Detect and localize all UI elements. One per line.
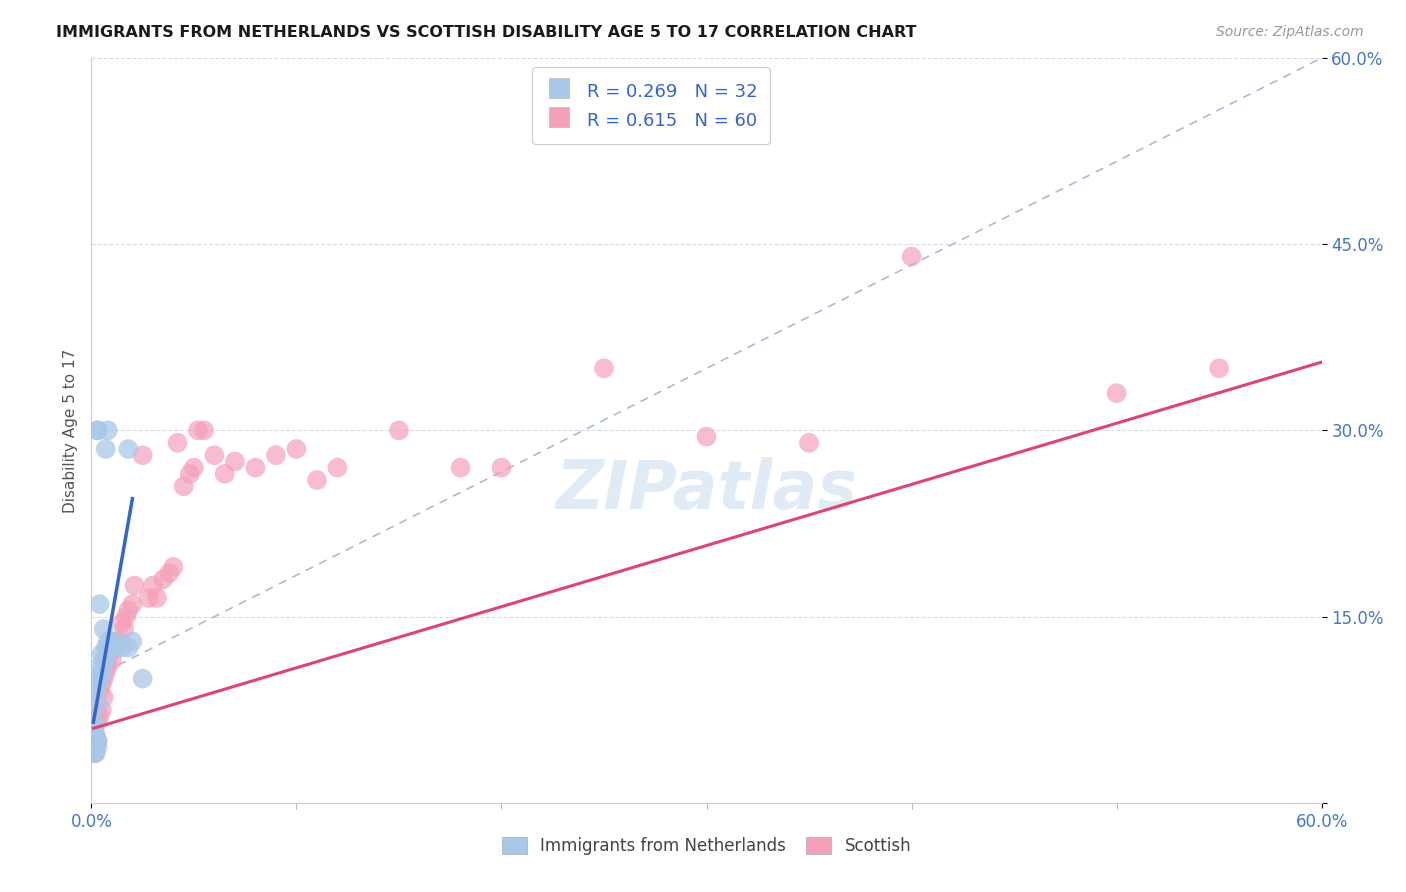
- Point: [193, 424, 215, 438]
- Point: [245, 460, 267, 475]
- Point: [264, 448, 287, 462]
- Point: [94, 640, 117, 655]
- Point: [90, 703, 112, 717]
- Point: [86, 697, 108, 711]
- Point: [112, 622, 135, 636]
- Text: Source: ZipAtlas.com: Source: ZipAtlas.com: [1216, 25, 1364, 39]
- Point: [305, 473, 328, 487]
- Point: [695, 429, 717, 443]
- Point: [179, 467, 201, 481]
- Point: [121, 634, 143, 648]
- Point: [285, 442, 308, 456]
- Point: [86, 733, 108, 747]
- Point: [84, 684, 107, 698]
- Point: [491, 460, 513, 475]
- Point: [98, 647, 121, 661]
- Point: [111, 615, 134, 630]
- Point: [797, 435, 820, 450]
- Point: [93, 653, 115, 667]
- Text: ZIPatlas: ZIPatlas: [555, 457, 858, 523]
- Point: [117, 603, 139, 617]
- Point: [138, 591, 160, 605]
- Point: [84, 746, 107, 760]
- Point: [84, 727, 107, 741]
- Point: [449, 460, 471, 475]
- Point: [90, 647, 112, 661]
- Point: [89, 659, 111, 673]
- Point: [97, 659, 120, 673]
- Point: [86, 678, 108, 692]
- Point: [97, 424, 120, 438]
- Point: [1105, 386, 1128, 401]
- Point: [183, 460, 205, 475]
- Point: [82, 746, 104, 760]
- Point: [117, 640, 139, 655]
- Point: [89, 597, 111, 611]
- Point: [84, 715, 107, 730]
- Point: [108, 634, 131, 648]
- Legend: Immigrants from Netherlands, Scottish: Immigrants from Netherlands, Scottish: [495, 830, 918, 862]
- Point: [166, 435, 188, 450]
- Point: [84, 727, 107, 741]
- Point: [93, 622, 115, 636]
- Point: [86, 733, 108, 747]
- Point: [388, 424, 411, 438]
- Point: [82, 746, 104, 760]
- Point: [111, 640, 134, 655]
- Point: [157, 566, 180, 581]
- Point: [103, 634, 125, 648]
- Point: [90, 665, 112, 680]
- Point: [105, 634, 127, 648]
- Point: [117, 442, 139, 456]
- Point: [94, 653, 117, 667]
- Point: [131, 672, 153, 686]
- Point: [142, 578, 165, 592]
- Point: [101, 653, 124, 667]
- Point: [326, 460, 349, 475]
- Point: [86, 424, 108, 438]
- Point: [86, 424, 108, 438]
- Point: [82, 733, 104, 747]
- Point: [187, 424, 209, 438]
- Point: [214, 467, 236, 481]
- Point: [89, 684, 111, 698]
- Point: [82, 721, 104, 735]
- Point: [101, 640, 124, 655]
- Point: [121, 597, 143, 611]
- Point: [115, 609, 138, 624]
- Point: [162, 560, 184, 574]
- Point: [86, 715, 108, 730]
- Point: [152, 573, 174, 587]
- Point: [224, 454, 246, 468]
- Point: [93, 672, 115, 686]
- Point: [105, 640, 127, 655]
- Point: [94, 665, 117, 680]
- Point: [89, 672, 111, 686]
- Point: [94, 442, 117, 456]
- Point: [173, 479, 195, 493]
- Point: [84, 746, 107, 760]
- Point: [86, 739, 108, 754]
- Point: [82, 727, 104, 741]
- Point: [89, 709, 111, 723]
- Point: [93, 690, 115, 705]
- Point: [900, 250, 922, 264]
- Point: [94, 653, 117, 667]
- Point: [107, 634, 129, 648]
- Point: [84, 715, 107, 730]
- Point: [146, 591, 169, 605]
- Y-axis label: Disability Age 5 to 17: Disability Age 5 to 17: [62, 348, 77, 513]
- Point: [1208, 361, 1230, 376]
- Point: [131, 448, 153, 462]
- Text: IMMIGRANTS FROM NETHERLANDS VS SCOTTISH DISABILITY AGE 5 TO 17 CORRELATION CHART: IMMIGRANTS FROM NETHERLANDS VS SCOTTISH …: [56, 25, 917, 40]
- Point: [86, 697, 108, 711]
- Point: [593, 361, 616, 376]
- Point: [97, 634, 120, 648]
- Point: [90, 678, 112, 692]
- Point: [124, 578, 146, 592]
- Point: [82, 721, 104, 735]
- Point: [202, 448, 225, 462]
